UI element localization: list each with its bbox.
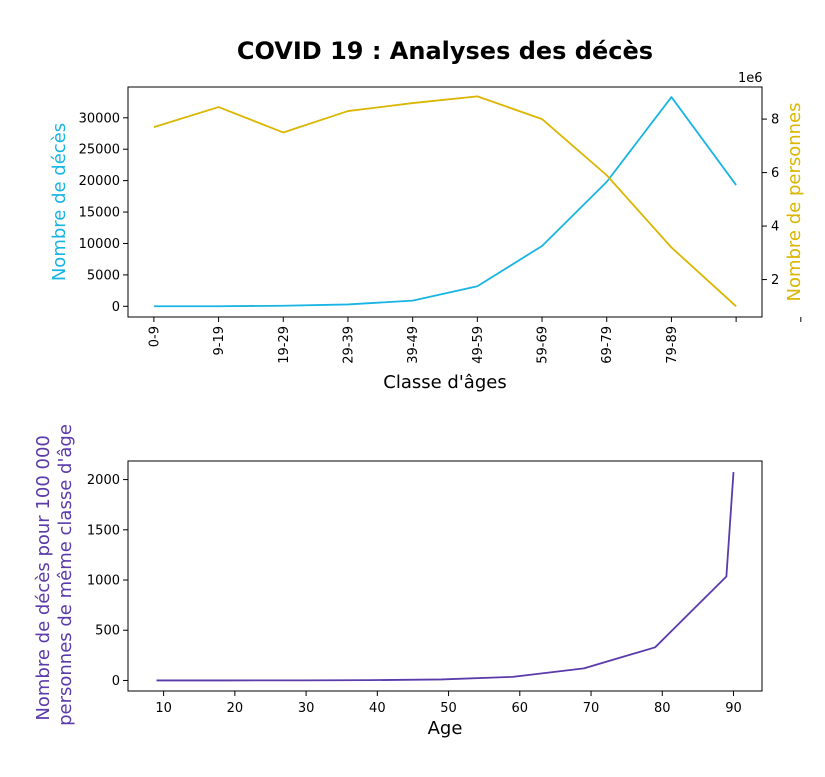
series-line-death-rate [156, 471, 735, 682]
x-tick-label: 49-59 [471, 326, 486, 364]
x-tick-label: 80 [654, 701, 671, 716]
x-tick-label: 19-29 [277, 326, 292, 364]
x-tick-label: 10 [155, 701, 172, 716]
x-tick-label: 39-49 [406, 326, 421, 364]
x-tick-label: 9-19 [212, 326, 227, 356]
bottom-plot-frame [127, 460, 763, 692]
x-tick-label: 50 [440, 701, 457, 716]
chart-title: COVID 19 : Analyses des décès [237, 37, 653, 65]
x-tick-label: 20 [227, 701, 244, 716]
top-x-ticks: 0-9 9-19 19-29 29-39 39-49 49-59 59-69 69-79 79-… [147, 317, 802, 364]
y-left-tick-label: 20000 [79, 174, 120, 189]
x-tick-label: 90 [725, 701, 742, 716]
top-series [153, 95, 737, 308]
bottom-y-axis-label: Nombre de décès pour 100 000 personnes d… [33, 424, 76, 726]
top-x-axis-label: Classe d'âges [383, 372, 506, 393]
y-right-tick-label: 6 [771, 166, 779, 181]
top-y-left-axis-label: Nombre de décès [49, 123, 70, 281]
y-left-tick-label: 10000 [79, 237, 120, 252]
y-left-tick-label: 0 [112, 300, 120, 315]
y-left-tick-label: 25000 [79, 143, 120, 158]
bottom-x-axis-label: Age [428, 718, 463, 739]
x-tick-label: 0-9 [147, 326, 162, 347]
bottom-y-axis-label-line-2: personnes de même classe d'âge [55, 424, 76, 726]
x-tick-label: 29-39 [341, 326, 356, 364]
bottom-y-ticks: 0 500 1000 1500 2000 [87, 473, 128, 689]
top-plot-frame [127, 86, 763, 318]
y-tick-label: 1000 [87, 574, 120, 589]
right-axis-offset-text: 1e6 [738, 71, 763, 86]
y-right-tick-label: 4 [771, 220, 779, 235]
top-y-left-ticks: 0 5000 10000 15000 20000 25000 30000 [79, 111, 128, 315]
y-tick-label: 0 [112, 674, 120, 689]
y-tick-label: 1500 [87, 523, 120, 538]
y-tick-label: 500 [95, 624, 120, 639]
y-tick-label: 2000 [87, 473, 120, 488]
x-tick-label: 79-89 [665, 326, 680, 364]
y-left-tick-label: 5000 [87, 268, 120, 283]
top-chart: 0-9 9-19 19-29 29-39 39-49 49-59 59-69 69-79 79-… [49, 71, 805, 393]
top-y-right-axis-label: Nombre de personnes [784, 102, 805, 301]
x-tick-label: 69-79 [600, 326, 615, 364]
x-tick-label: 59-69 [536, 326, 551, 364]
y-left-tick-label: 30000 [79, 111, 120, 126]
x-tick-label: 60 [512, 701, 529, 716]
x-tick-label: 30 [298, 701, 315, 716]
y-right-tick-label: 8 [771, 113, 779, 128]
series-line-population [153, 95, 737, 307]
y-left-tick-label: 15000 [79, 206, 120, 221]
top-y-right-ticks: 2 4 6 8 [762, 113, 779, 288]
x-tick-label: 40 [369, 701, 386, 716]
y-right-tick-label: 2 [771, 273, 779, 288]
x-tick-label: 70 [583, 701, 600, 716]
bottom-y-axis-label-line-1: Nombre de décès pour 100 000 [33, 435, 54, 720]
series-line-deaths [153, 96, 737, 308]
bottom-x-ticks: 10 20 30 40 50 60 70 80 90 [155, 691, 742, 716]
bottom-series [156, 471, 735, 682]
